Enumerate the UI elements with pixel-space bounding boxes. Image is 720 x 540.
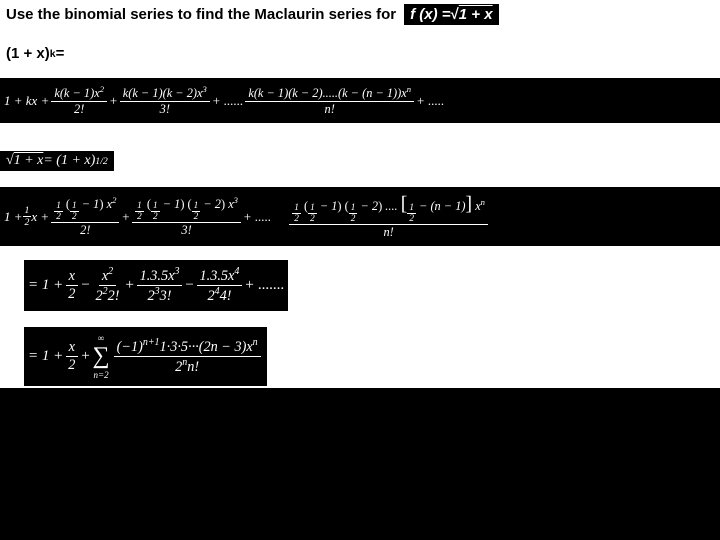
simp-t2: x2 222! [93, 266, 123, 305]
closed-term: (−1)n+11·3·5···(2n − 3)xn 2nn! [114, 337, 261, 376]
exp-term-3: 12 (12 − 1) (12 − 2) x3 3! [132, 195, 241, 238]
simp-t4: 1.3.5x4 244! [197, 266, 243, 305]
sigma-icon: ∞ ∑ n=2 [91, 333, 112, 380]
sqrt-icon: √ [6, 153, 14, 169]
fx-definition: f (x) = √1 + x [404, 4, 498, 25]
term-2: k(k − 1)x2 2! [51, 84, 107, 117]
prompt-text: Use the binomial series to find the Macl… [6, 6, 396, 23]
simplified-series: = 1 + x2 − x2 222! + 1.3.5x3 233! − 1.3.… [24, 260, 288, 311]
closed-form: = 1 + x2 + ∞ ∑ n=2 (−1)n+11·3·5···(2n − … [24, 327, 267, 386]
exp-term-n: 12 (12 − 1) (12 − 2) .... [12 − (n − 1)]… [289, 193, 488, 240]
binomial-general: 1 + kx + k(k − 1)x2 2! + k(k − 1)(k − 2)… [0, 78, 720, 123]
prompt-line-1: Use the binomial series to find the Macl… [0, 0, 720, 29]
term-3: k(k − 1)(k − 2)x3 3! [120, 84, 210, 117]
term-n: k(k − 1)(k − 2).....(k − (n − 1))xn n! [245, 84, 414, 117]
simp-t3: 1.3.5x3 233! [137, 266, 183, 305]
substitution: √1 + x = (1 + x)1/2 [0, 151, 114, 171]
sqrt-icon: √ [451, 6, 459, 23]
prompt-line-2: (1 + x)k = [0, 41, 720, 66]
expanded-half: 1 + 12 x + 12 (12 − 1) x2 2! + 12 (12 − … [0, 187, 720, 246]
exp-term-2: 12 (12 − 1) x2 2! [51, 195, 119, 238]
